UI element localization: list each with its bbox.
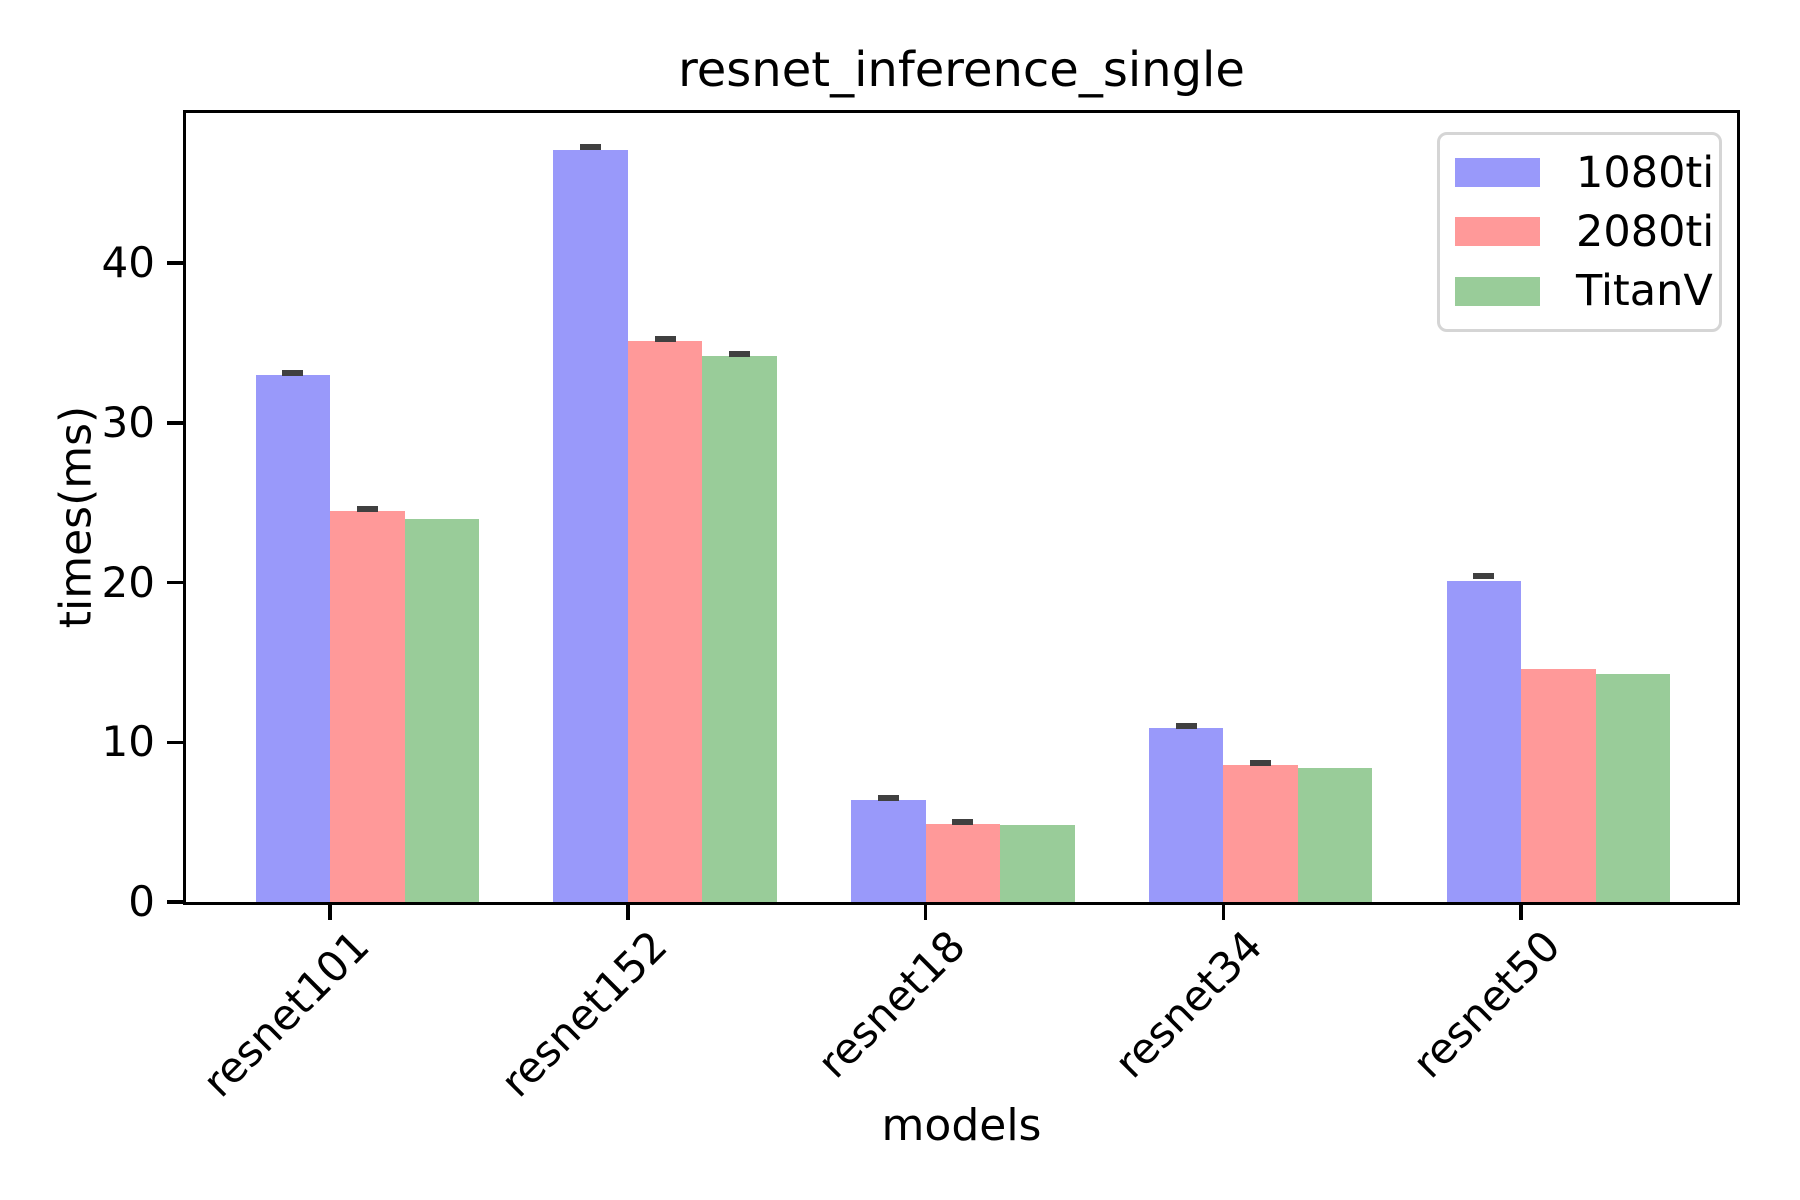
chart-title: resnet_inference_single <box>678 42 1245 98</box>
bar-2080ti-resnet18 <box>925 823 1000 902</box>
legend-row-2080ti: 2080ti <box>1455 207 1719 257</box>
error-bar-2080ti-resnet152 <box>654 336 676 342</box>
bar-2080ti-resnet101 <box>330 510 405 902</box>
bar-1080ti-resnet18 <box>851 799 926 902</box>
bar-1080ti-resnet34 <box>1148 727 1224 902</box>
y-axis-tick-label: 10 <box>101 717 155 767</box>
bar-2080ti-resnet34 <box>1223 764 1298 902</box>
bar-2080ti-resnet50 <box>1521 668 1596 902</box>
error-bar-TitanV-resnet152 <box>729 350 750 357</box>
y-axis-tick-label: 30 <box>101 397 155 447</box>
y-axis-tick <box>167 261 183 265</box>
error-bar-2080ti-resnet101 <box>356 505 378 512</box>
y-axis-tick <box>167 740 183 745</box>
error-bar-1080ti-resnet18 <box>877 795 899 802</box>
error-bar-1080ti-resnet101 <box>282 369 304 376</box>
x-axis-tick-label: resnet18 <box>807 921 975 1088</box>
y-axis-tick-label: 20 <box>101 557 155 607</box>
error-bar-1080ti-resnet34 <box>1175 723 1197 730</box>
legend-swatch-2080ti <box>1455 217 1540 247</box>
legend: 1080ti 2080ti TitanV <box>1437 132 1722 332</box>
legend-label-TitanV: TitanV <box>1576 266 1713 317</box>
x-axis-tick-label: resnet101 <box>193 921 379 1107</box>
x-axis-tick-label: resnet34 <box>1105 921 1272 1088</box>
legend-row-1080ti: 1080ti <box>1455 148 1719 198</box>
error-bar-1080ti-resnet50 <box>1473 573 1495 580</box>
bar-TitanV-resnet50 <box>1595 673 1670 902</box>
legend-label-1080ti: 1080ti <box>1576 147 1715 198</box>
y-axis-tick <box>167 580 183 585</box>
x-axis-tick <box>1519 905 1523 920</box>
bar-TitanV-resnet18 <box>1000 825 1075 902</box>
bar-1080ti-resnet152 <box>553 149 628 902</box>
y-axis-tick-label: 0 <box>128 877 155 926</box>
x-axis-label: models <box>881 1100 1042 1151</box>
x-axis-tick <box>1221 905 1225 920</box>
error-bar-2080ti-resnet34 <box>1250 760 1271 767</box>
error-bar-2080ti-resnet18 <box>952 819 974 826</box>
x-axis-tick <box>626 905 630 920</box>
error-bar-1080ti-resnet152 <box>580 143 601 150</box>
x-axis-tick-label: resnet50 <box>1403 921 1570 1088</box>
legend-swatch-1080ti <box>1455 158 1540 188</box>
bar-2080ti-resnet152 <box>627 341 703 902</box>
bar-1080ti-resnet101 <box>255 374 330 902</box>
y-axis-tick-label: 40 <box>101 238 155 288</box>
legend-row-TitanV: TitanV <box>1455 266 1719 316</box>
legend-label-2080ti: 2080ti <box>1576 206 1715 257</box>
bar-TitanV-resnet101 <box>404 518 479 902</box>
bar-1080ti-resnet50 <box>1446 580 1521 902</box>
y-axis-tick <box>167 900 183 904</box>
x-axis-tick <box>923 905 928 920</box>
x-axis-tick-label: resnet152 <box>491 921 677 1107</box>
y-axis-tick <box>167 421 183 425</box>
legend-swatch-TitanV <box>1455 276 1540 306</box>
bar-TitanV-resnet34 <box>1297 767 1373 902</box>
plot-inner <box>186 113 1737 902</box>
bar-TitanV-resnet152 <box>702 355 777 902</box>
x-axis-tick <box>328 905 332 920</box>
